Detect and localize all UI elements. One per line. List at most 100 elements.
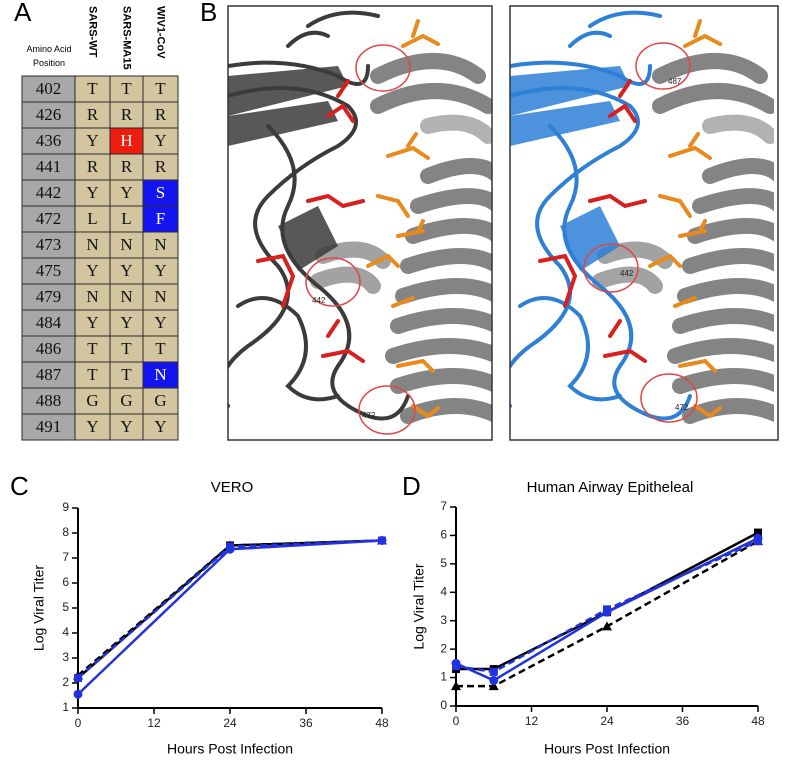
table-cell [21, 309, 76, 337]
cell-text: Y [120, 313, 132, 332]
x-tick-label: 12 [525, 714, 539, 728]
cell-text: Y [86, 261, 98, 280]
panel-label: A [14, 0, 32, 27]
data-point [754, 537, 762, 546]
x-tick-label: 48 [751, 714, 765, 728]
cell-text: T [155, 339, 166, 358]
table-cell [74, 413, 111, 441]
table-cell [142, 75, 179, 103]
data-point [602, 621, 612, 631]
cell-text: 491 [36, 417, 62, 436]
cell-text: G [154, 391, 166, 410]
cell-text: 402 [36, 79, 62, 98]
cell-text: R [121, 157, 133, 176]
cell-text: L [121, 209, 131, 228]
cell-text: R [155, 157, 167, 176]
column-header: SARS-MA15 [121, 6, 133, 70]
cell-text: N [120, 235, 132, 254]
table-cell [142, 283, 179, 311]
data-point [73, 689, 83, 699]
cell-text: R [155, 105, 167, 124]
cell-text: T [87, 365, 98, 384]
cell-text: F [156, 209, 165, 228]
table-cell [21, 257, 76, 285]
data-point [452, 662, 460, 671]
cell-text: 486 [36, 339, 62, 358]
table-cell [21, 75, 76, 103]
table-cell [109, 413, 144, 441]
charts: VERO Log Viral Titer Hours Post Infection 1… [31, 479, 765, 757]
x-tick-label: 0 [75, 716, 82, 730]
cell-text: T [87, 79, 98, 98]
cell-text: 487 [36, 365, 62, 384]
table-cell [74, 361, 111, 389]
series-line [455, 539, 759, 674]
y-tick-label: 2 [62, 675, 69, 689]
cell-text: Y [154, 417, 166, 436]
y-tick-label: 5 [440, 556, 447, 570]
residue-label: 472 [362, 411, 376, 420]
cell-text: G [120, 391, 132, 410]
x-tick-label: 12 [147, 716, 161, 730]
table-cell [142, 127, 179, 155]
data-point [74, 674, 82, 682]
panel-label: B [200, 0, 217, 27]
table-cell [142, 387, 179, 415]
data-point [754, 528, 762, 537]
cell-text: N [154, 287, 166, 306]
data-point [488, 681, 499, 691]
y-tick-label: 9 [62, 500, 69, 514]
cell-text: N [154, 235, 166, 254]
cell-text: N [86, 235, 98, 254]
x-tick-label: 36 [299, 716, 313, 730]
series-line [456, 540, 759, 688]
cell-text: R [87, 157, 99, 176]
cell-text: 473 [36, 235, 62, 254]
data-point [226, 542, 234, 551]
data-point [603, 605, 611, 614]
chart-title: Human Airway Epitheleal [527, 479, 694, 496]
table-corner: Amino Acid Position [26, 44, 72, 68]
cell-text: T [155, 79, 166, 98]
y-tick-label: 4 [440, 584, 447, 598]
cell-text: 488 [36, 391, 62, 410]
table-cell [74, 205, 111, 233]
cell-text: Y [86, 131, 98, 150]
y-tick-label: 4 [62, 625, 69, 639]
table-cell [142, 153, 179, 181]
cell-text: 475 [36, 261, 62, 280]
panel-label: D [402, 471, 421, 501]
cell-text: 472 [36, 209, 62, 228]
table-cell [21, 179, 76, 207]
y-tick-label: 0 [440, 698, 447, 712]
table-cell [21, 361, 76, 389]
table-corner-box: Amino Acid Position [26, 44, 72, 68]
series-line [77, 539, 383, 679]
cell-text: T [121, 365, 132, 384]
cell-text: Y [154, 131, 166, 150]
series-line [77, 539, 383, 677]
chart-title: VERO [211, 479, 254, 496]
cell-text: H [120, 131, 132, 150]
x-tick-label: 0 [453, 714, 460, 728]
table-cell [142, 101, 179, 129]
cell-text: T [121, 339, 132, 358]
table-cell [21, 387, 76, 415]
y-tick-label: 1 [62, 700, 69, 714]
cell-text: L [87, 209, 97, 228]
y-tick-label: 3 [440, 613, 447, 627]
column-header: WIV1-CoV [155, 6, 167, 59]
y-tick-label: 7 [440, 499, 447, 513]
cell-text: 479 [36, 287, 62, 306]
y-tick-label: 7 [62, 550, 69, 564]
table-cell [74, 127, 111, 155]
series-line [77, 539, 383, 679]
x-tick-label: 24 [223, 716, 237, 730]
cell-text: 436 [36, 131, 62, 150]
x-tick-label: 36 [676, 714, 690, 728]
cell-text: S [156, 183, 165, 202]
cell-text: T [121, 79, 132, 98]
y-axis-label: Log Viral Titer [411, 563, 427, 649]
